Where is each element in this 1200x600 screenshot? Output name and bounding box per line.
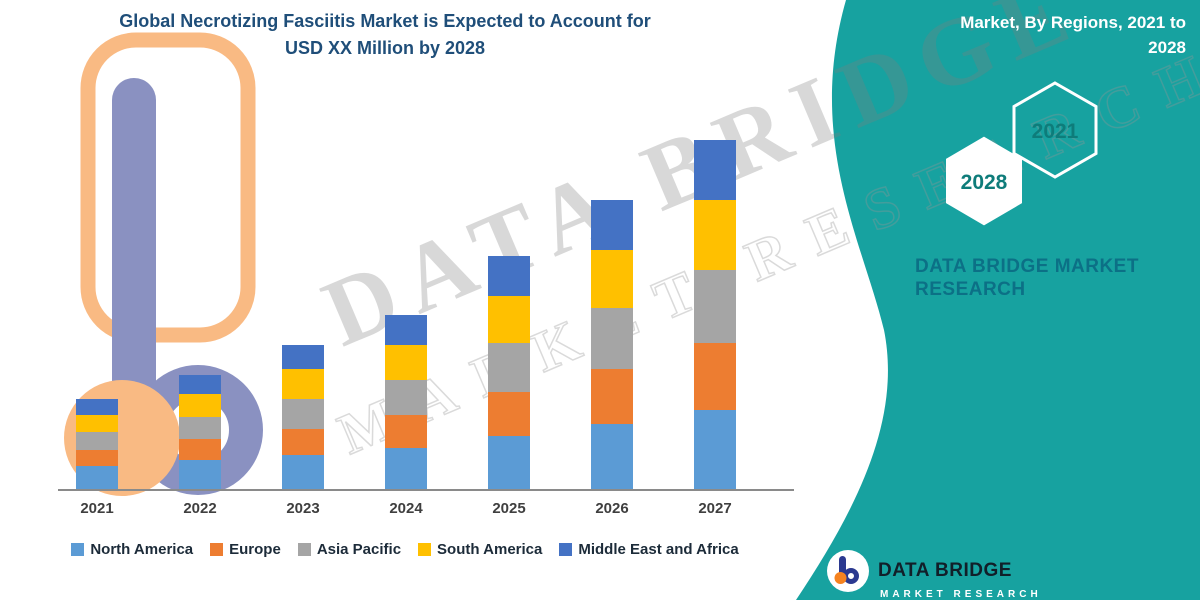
bar-segment <box>76 449 118 466</box>
stacked-bar-2024 <box>385 315 427 490</box>
footer-logo-orange-dot <box>834 572 847 584</box>
bar-segment <box>179 439 221 461</box>
chart-title-line2: USD XX Million by 2028 <box>284 38 486 58</box>
bar-segment <box>282 455 324 490</box>
bar-segment <box>76 414 118 433</box>
bar-segment <box>385 315 427 345</box>
bar-segment <box>591 308 633 370</box>
legend-label: North America <box>90 541 194 558</box>
legend-label: South America <box>437 541 543 558</box>
bar-segment <box>591 423 633 490</box>
footer-data-bridge-logo <box>827 550 869 592</box>
footer-sub-text: MARKET RESEARCH <box>880 589 1042 600</box>
legend-swatch <box>559 543 573 556</box>
bar-segment <box>76 399 118 415</box>
footer-brand-text: DATA BRIDGE <box>878 560 1012 581</box>
legend-label: Asia Pacific <box>316 541 402 558</box>
legend-label: Middle East and Africa <box>578 541 739 558</box>
legend-swatch <box>210 543 224 556</box>
bar-segment <box>694 140 736 200</box>
bar-segment <box>488 435 530 490</box>
bar-segment <box>282 399 324 429</box>
side-panel-heading: Market, By Regions, 2021 to 2028 <box>856 10 1186 60</box>
legend-swatch <box>71 543 85 556</box>
bar-segment <box>179 393 221 417</box>
legend-item: Europe <box>210 541 281 558</box>
x-axis-label: 2022 <box>183 500 217 517</box>
bar-segment <box>76 432 118 450</box>
bar-segment <box>488 392 530 436</box>
bar-segment <box>694 199 736 270</box>
bar-segment <box>179 460 221 490</box>
bar-segment <box>385 379 427 415</box>
stacked-bar-2022 <box>179 374 221 490</box>
chart-title-line1: Global Necrotizing Fasciitis Market is E… <box>119 11 651 31</box>
legend-swatch <box>297 543 311 556</box>
x-axis-label: 2024 <box>389 500 423 517</box>
brand-text-line2: RESEARCH <box>915 279 1026 300</box>
bar-segment <box>488 343 530 392</box>
bar-segment <box>591 199 633 251</box>
logo-frame <box>80 32 256 343</box>
side-panel-heading-line2: 2028 <box>1148 38 1186 57</box>
stacked-bar-2021 <box>76 399 118 490</box>
x-axis-line <box>58 489 794 491</box>
hexagon-2021-label: 2021 <box>1032 120 1079 143</box>
stacked-bar-2026 <box>591 199 633 490</box>
bar-segment <box>385 344 427 380</box>
bar-segment <box>179 374 221 394</box>
x-axis-label: 2026 <box>595 500 629 517</box>
bar-segment <box>282 369 324 399</box>
legend-item: Middle East and Africa <box>559 541 739 558</box>
legend-item: North America <box>71 541 193 558</box>
bar-segment <box>76 465 118 490</box>
bar-segment <box>694 343 736 410</box>
bar-segment <box>282 428 324 455</box>
legend-item: South America <box>418 541 542 558</box>
legend-swatch <box>418 543 432 556</box>
hexagon-2028-label: 2028 <box>961 171 1008 194</box>
bar-segment <box>591 250 633 308</box>
hexagon-2021 <box>1012 81 1098 179</box>
stacked-bar-2025 <box>488 255 530 490</box>
logo-b-stem <box>112 78 156 478</box>
x-axis-label: 2025 <box>492 500 526 517</box>
legend-label: Europe <box>229 541 281 558</box>
brand-text-line1: DATA BRIDGE MARKET <box>915 256 1139 277</box>
bar-segment <box>179 416 221 440</box>
legend-item: Asia Pacific <box>297 541 402 558</box>
bar-segment <box>694 269 736 343</box>
bar-segment <box>282 344 324 370</box>
bar-segment <box>385 414 427 448</box>
stacked-bar-2023 <box>282 344 324 490</box>
bar-segment <box>488 295 530 343</box>
chart-title: Global Necrotizing Fasciitis Market is E… <box>75 8 695 62</box>
bar-segment <box>488 255 530 296</box>
brand-text-block: DATA BRIDGE MARKET RESEARCH <box>915 255 1139 301</box>
x-axis-label: 2027 <box>698 500 732 517</box>
hexagon-2028 <box>946 136 1022 226</box>
bar-segment <box>694 409 736 490</box>
legend: North America Europe Asia Pacific South Ame… <box>30 541 780 558</box>
x-axis-label: 2023 <box>286 500 320 517</box>
bar-segment <box>591 369 633 424</box>
bar-segment <box>385 448 427 490</box>
side-panel-heading-line1: Market, By Regions, 2021 to <box>960 13 1186 32</box>
stacked-bar-2027 <box>694 140 736 490</box>
x-axis-label: 2021 <box>80 500 114 517</box>
